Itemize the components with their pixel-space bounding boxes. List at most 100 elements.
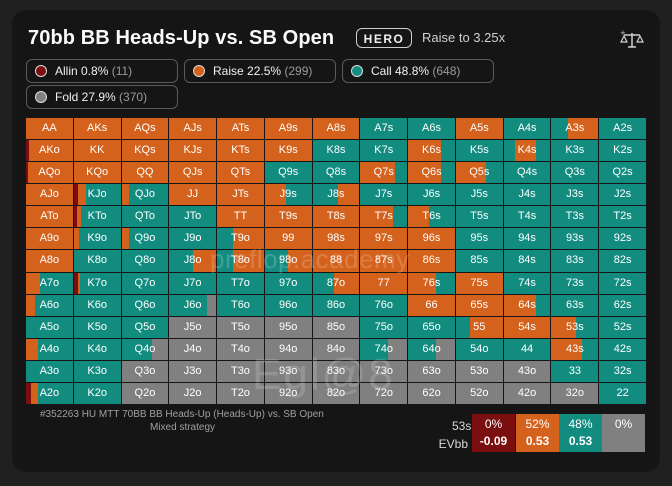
hand-cell-KJo[interactable]: KJo: [73, 184, 121, 206]
hand-cell-J3o[interactable]: J3o: [169, 360, 217, 382]
hand-cell-A6s[interactable]: A6s: [408, 118, 455, 140]
hand-cell-Q4s[interactable]: Q4s: [503, 162, 551, 184]
hand-cell-T7o[interactable]: T7o: [217, 272, 264, 294]
hand-cell-95o[interactable]: 95o: [264, 316, 312, 338]
hand-cell-JJ[interactable]: JJ: [169, 184, 217, 206]
hand-cell-Q7s[interactable]: Q7s: [360, 162, 408, 184]
hand-cell-75s[interactable]: 75s: [455, 272, 503, 294]
hand-cell-96s[interactable]: 96s: [408, 228, 455, 250]
hand-cell-AA[interactable]: AA: [26, 118, 73, 140]
hand-cell-Q2s[interactable]: Q2s: [599, 162, 646, 184]
hand-cell-KTo[interactable]: KTo: [73, 206, 121, 228]
legend-fold[interactable]: Fold 27.9% (370): [26, 85, 178, 109]
hand-cell-54o[interactable]: 54o: [455, 338, 503, 360]
hand-cell-AKo[interactable]: AKo: [26, 140, 73, 162]
hand-cell-J3s[interactable]: J3s: [551, 184, 599, 206]
hand-cell-52o[interactable]: 52o: [455, 382, 503, 404]
hand-cell-A3s[interactable]: A3s: [551, 118, 599, 140]
hand-cell-J8o[interactable]: J8o: [169, 250, 217, 272]
hand-cell-A4s[interactable]: A4s: [503, 118, 551, 140]
hand-cell-Q3o[interactable]: Q3o: [121, 360, 169, 382]
hand-cell-74s[interactable]: 74s: [503, 272, 551, 294]
hand-cell-Q2o[interactable]: Q2o: [121, 382, 169, 404]
hand-cell-A7s[interactable]: A7s: [360, 118, 408, 140]
hand-cell-J8s[interactable]: J8s: [312, 184, 360, 206]
hand-cell-84o[interactable]: 84o: [312, 338, 360, 360]
hand-cell-86o[interactable]: 86o: [312, 294, 360, 316]
hand-cell-K8s[interactable]: K8s: [312, 140, 360, 162]
hand-cell-J5s[interactable]: J5s: [455, 184, 503, 206]
hand-cell-72s[interactable]: 72s: [599, 272, 646, 294]
hand-cell-32o[interactable]: 32o: [551, 382, 599, 404]
hand-cell-A6o[interactable]: A6o: [26, 294, 73, 316]
hand-cell-T6o[interactable]: T6o: [217, 294, 264, 316]
hand-cell-52s[interactable]: 52s: [599, 316, 646, 338]
hand-cell-QTs[interactable]: QTs: [217, 162, 264, 184]
hand-cell-K4o[interactable]: K4o: [73, 338, 121, 360]
hand-cell-54s[interactable]: 54s: [503, 316, 551, 338]
hand-cell-75o[interactable]: 75o: [360, 316, 408, 338]
hand-cell-K5s[interactable]: K5s: [455, 140, 503, 162]
hand-cell-Q6s[interactable]: Q6s: [408, 162, 455, 184]
hand-cell-QJo[interactable]: QJo: [121, 184, 169, 206]
hand-cell-Q4o[interactable]: Q4o: [121, 338, 169, 360]
hand-cell-J2s[interactable]: J2s: [599, 184, 646, 206]
hand-cell-Q8o[interactable]: Q8o: [121, 250, 169, 272]
hand-cell-J6o[interactable]: J6o: [169, 294, 217, 316]
hand-cell-Q5s[interactable]: Q5s: [455, 162, 503, 184]
hand-cell-T5s[interactable]: T5s: [455, 206, 503, 228]
hand-cell-K4s[interactable]: K4s: [503, 140, 551, 162]
hand-cell-66[interactable]: 66: [408, 294, 455, 316]
hand-cell-85o[interactable]: 85o: [312, 316, 360, 338]
hand-cell-88[interactable]: 88: [312, 250, 360, 272]
hand-cell-Q3s[interactable]: Q3s: [551, 162, 599, 184]
hand-cell-83o[interactable]: 83o: [312, 360, 360, 382]
hand-cell-K2o[interactable]: K2o: [73, 382, 121, 404]
hand-cell-74o[interactable]: 74o: [360, 338, 408, 360]
hand-cell-94o[interactable]: 94o: [264, 338, 312, 360]
hand-cell-ATs[interactable]: ATs: [217, 118, 264, 140]
hand-cell-A5s[interactable]: A5s: [455, 118, 503, 140]
hand-cell-T4o[interactable]: T4o: [217, 338, 264, 360]
hand-cell-QQ[interactable]: QQ: [121, 162, 169, 184]
hand-cell-63o[interactable]: 63o: [408, 360, 455, 382]
hand-cell-83s[interactable]: 83s: [551, 250, 599, 272]
hand-cell-32s[interactable]: 32s: [599, 360, 646, 382]
hand-cell-73s[interactable]: 73s: [551, 272, 599, 294]
hand-cell-T8s[interactable]: T8s: [312, 206, 360, 228]
hand-cell-Q9o[interactable]: Q9o: [121, 228, 169, 250]
hand-cell-A8o[interactable]: A8o: [26, 250, 73, 272]
hand-cell-J2o[interactable]: J2o: [169, 382, 217, 404]
hand-cell-76s[interactable]: 76s: [408, 272, 455, 294]
hand-cell-98o[interactable]: 98o: [264, 250, 312, 272]
hand-cell-92s[interactable]: 92s: [599, 228, 646, 250]
hand-cell-33[interactable]: 33: [551, 360, 599, 382]
hand-cell-K8o[interactable]: K8o: [73, 250, 121, 272]
hand-cell-87s[interactable]: 87s: [360, 250, 408, 272]
hand-cell-97o[interactable]: 97o: [264, 272, 312, 294]
hand-cell-77[interactable]: 77: [360, 272, 408, 294]
hand-cell-98s[interactable]: 98s: [312, 228, 360, 250]
hand-cell-KQo[interactable]: KQo: [73, 162, 121, 184]
hand-cell-K9s[interactable]: K9s: [264, 140, 312, 162]
hand-cell-97s[interactable]: 97s: [360, 228, 408, 250]
scale-icon[interactable]: +: [620, 29, 644, 50]
hand-cell-A5o[interactable]: A5o: [26, 316, 73, 338]
hand-cell-73o[interactable]: 73o: [360, 360, 408, 382]
hand-cell-KJs[interactable]: KJs: [169, 140, 217, 162]
hand-cell-82o[interactable]: 82o: [312, 382, 360, 404]
hand-cell-42s[interactable]: 42s: [599, 338, 646, 360]
hand-cell-A3o[interactable]: A3o: [26, 360, 73, 382]
hand-cell-42o[interactable]: 42o: [503, 382, 551, 404]
hand-cell-43o[interactable]: 43o: [503, 360, 551, 382]
hand-cell-Q8s[interactable]: Q8s: [312, 162, 360, 184]
hand-cell-93o[interactable]: 93o: [264, 360, 312, 382]
hand-cell-A2o[interactable]: A2o: [26, 382, 73, 404]
hand-cell-99[interactable]: 99: [264, 228, 312, 250]
hand-cell-87o[interactable]: 87o: [312, 272, 360, 294]
hand-cell-J6s[interactable]: J6s: [408, 184, 455, 206]
hand-cell-62o[interactable]: 62o: [408, 382, 455, 404]
hand-cell-AJo[interactable]: AJo: [26, 184, 73, 206]
hand-cell-44[interactable]: 44: [503, 338, 551, 360]
hand-cell-AQo[interactable]: AQo: [26, 162, 73, 184]
